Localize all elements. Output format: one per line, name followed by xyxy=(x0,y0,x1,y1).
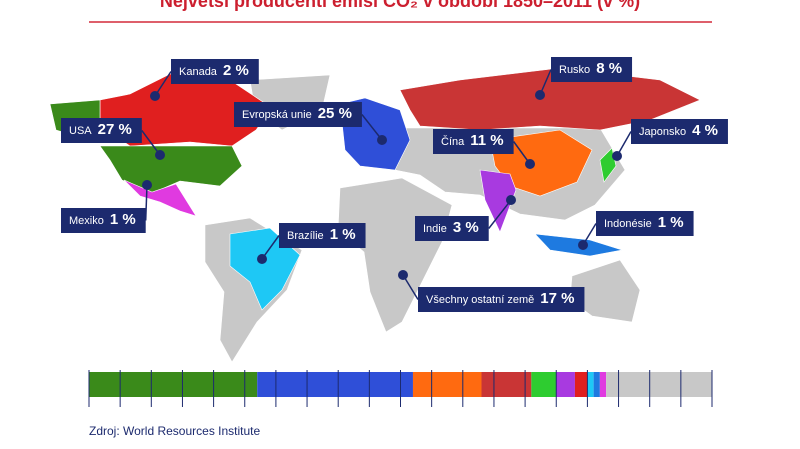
marker-dot xyxy=(525,159,535,169)
label-box xyxy=(415,216,489,241)
label-box xyxy=(596,211,694,236)
bar-segment xyxy=(574,372,588,397)
world-map xyxy=(49,67,701,363)
region-name: Japonsko xyxy=(639,126,686,138)
region-value: 1 % xyxy=(330,226,356,243)
region-value: 4 % xyxy=(692,122,718,139)
leader-line xyxy=(141,130,161,156)
bar-segment xyxy=(587,372,594,397)
region xyxy=(489,129,593,197)
callout: Japonsko 4 % xyxy=(612,119,728,161)
region-name: Indie xyxy=(423,223,447,235)
region-value: 27 % xyxy=(98,121,132,138)
label-box xyxy=(631,119,728,144)
region-name: Indonésie xyxy=(604,218,652,230)
label-box xyxy=(433,129,514,154)
marker-dot xyxy=(155,150,165,160)
region-value: 17 % xyxy=(540,290,574,307)
region-value: 3 % xyxy=(453,219,479,236)
callout: Indonésie 1 % xyxy=(578,211,694,250)
leader-line xyxy=(361,114,383,141)
region xyxy=(479,169,517,233)
share-bar xyxy=(88,370,713,407)
region-name: Čína xyxy=(441,135,465,148)
region-name: Rusko xyxy=(559,64,590,76)
region-value: 1 % xyxy=(658,214,684,231)
callout: Indie 3 % xyxy=(415,195,516,241)
region-name: USA xyxy=(69,125,92,137)
bar-segment xyxy=(481,372,532,397)
region-value: 11 % xyxy=(470,132,503,149)
marker-dot xyxy=(257,254,267,264)
label-box xyxy=(418,287,585,312)
marker-dot xyxy=(377,135,387,145)
marker-dot xyxy=(398,270,408,280)
marker-dot xyxy=(142,180,152,190)
callout: Brazílie 1 % xyxy=(257,223,366,264)
callout: Evropská unie 25 % xyxy=(234,102,387,145)
leader-line xyxy=(144,184,148,221)
bar-segment xyxy=(257,372,413,397)
leader-line xyxy=(488,199,512,229)
marker-dot xyxy=(535,90,545,100)
callout: Všechny ostatní země 17 % xyxy=(398,270,585,312)
marker-dot xyxy=(506,195,516,205)
bar-segment xyxy=(531,372,557,397)
source: Zdroj: World Resources Institute xyxy=(89,424,261,438)
label-box xyxy=(61,208,146,233)
callout: USA 27 % xyxy=(61,118,165,160)
title: Největší producenti emisí CO₂ v období 1… xyxy=(160,0,640,11)
region-name: Brazílie xyxy=(287,230,324,242)
marker-dot xyxy=(150,91,160,101)
region-name: Evropská unie xyxy=(242,109,312,121)
callout: Kanada 2 % xyxy=(150,59,259,101)
label-box xyxy=(61,118,142,143)
bar-segment xyxy=(599,372,607,397)
region xyxy=(399,67,701,131)
label-box xyxy=(171,59,259,84)
region-value: 2 % xyxy=(223,62,249,79)
marker-dot xyxy=(578,240,588,250)
callout: Rusko 8 % xyxy=(535,57,633,100)
region xyxy=(99,145,243,195)
bar-segment xyxy=(89,372,258,397)
callout: Mexiko 1 % xyxy=(61,180,152,233)
callout: Čína 11 % xyxy=(433,129,535,169)
region-name: Všechny ostatní země xyxy=(426,294,534,306)
region xyxy=(229,227,301,311)
region-value: 25 % xyxy=(318,105,352,122)
region xyxy=(599,147,617,183)
region-name: Kanada xyxy=(179,66,218,78)
region-value: 1 % xyxy=(110,211,136,228)
region-value: 8 % xyxy=(596,60,622,77)
label-box xyxy=(551,57,633,82)
marker-dot xyxy=(612,151,622,161)
bar-segment xyxy=(556,372,575,397)
labels: USA 27 % Evropská unie 25 % Čína 11 % Rusko 8 %… xyxy=(61,57,728,312)
bar-segment xyxy=(412,372,482,397)
bar-segment xyxy=(606,372,712,397)
bar-segment xyxy=(593,372,600,397)
label-box xyxy=(279,223,366,248)
label-box xyxy=(234,102,362,127)
region-name: Mexiko xyxy=(69,215,104,227)
